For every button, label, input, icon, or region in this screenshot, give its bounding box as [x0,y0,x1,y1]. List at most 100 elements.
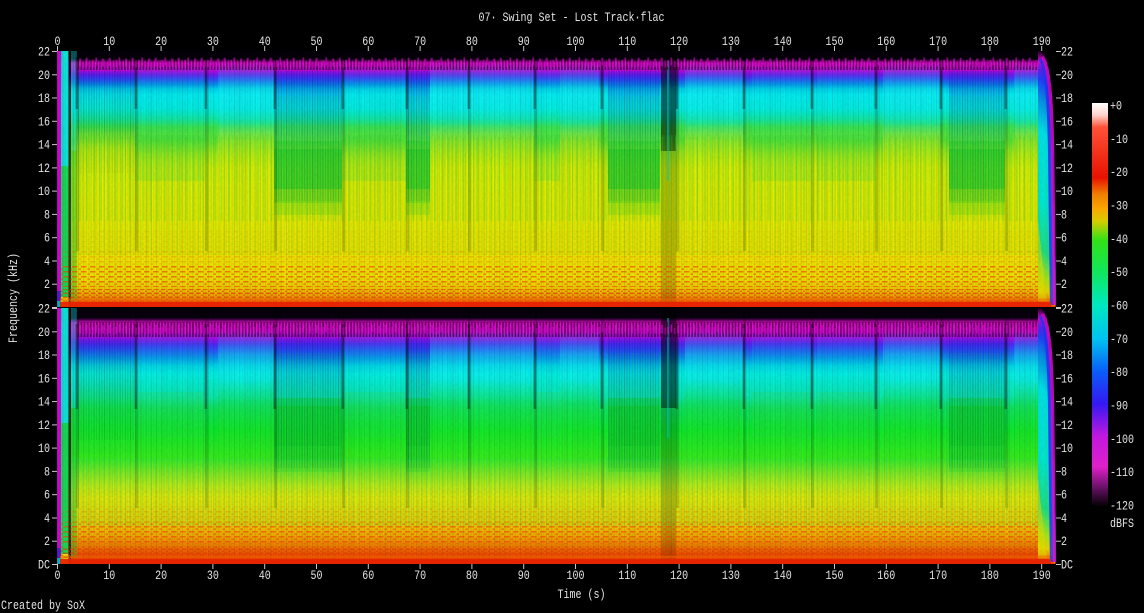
svg-text:16: 16 [38,114,50,129]
svg-text:DC: DC [38,558,50,573]
svg-text:150: 150 [826,34,844,49]
svg-text:14: 14 [38,138,50,153]
svg-text:16: 16 [38,371,50,386]
svg-text:4: 4 [44,511,50,526]
svg-text:130: 130 [722,34,740,49]
svg-text:140: 140 [774,34,792,49]
svg-text:14: 14 [1061,138,1073,153]
svg-text:-80: -80 [1110,365,1128,380]
svg-text:4: 4 [1061,254,1067,269]
svg-text:18: 18 [38,91,50,106]
svg-text:10: 10 [103,34,115,49]
svg-text:130: 130 [722,568,740,583]
svg-text:190: 190 [1033,34,1051,49]
svg-text:40: 40 [259,568,271,583]
svg-text:18: 18 [1061,91,1073,106]
svg-text:DC: DC [1061,558,1073,573]
svg-text:190: 190 [1033,568,1051,583]
svg-text:-70: -70 [1110,332,1128,347]
svg-text:110: 110 [618,568,636,583]
svg-text:100: 100 [567,568,585,583]
svg-text:2: 2 [1061,534,1067,549]
svg-text:20: 20 [38,68,50,83]
svg-text:+0: +0 [1110,99,1122,114]
svg-text:Time (s): Time (s) [558,587,606,602]
svg-text:70: 70 [414,568,426,583]
svg-text:Created by SoX: Created by SoX [1,598,85,613]
svg-text:120: 120 [670,568,688,583]
svg-text:10: 10 [1061,184,1073,199]
svg-text:-100: -100 [1110,432,1134,447]
svg-text:90: 90 [518,34,530,49]
svg-text:180: 180 [981,34,999,49]
svg-text:20: 20 [155,34,167,49]
svg-text:170: 170 [929,34,947,49]
svg-text:50: 50 [311,34,323,49]
svg-text:70: 70 [414,34,426,49]
svg-text:14: 14 [1061,395,1073,410]
svg-text:20: 20 [1061,325,1073,340]
svg-text:-90: -90 [1110,399,1128,414]
svg-text:16: 16 [1061,371,1073,386]
svg-text:2: 2 [1061,277,1067,292]
svg-text:6: 6 [1061,231,1067,246]
svg-text:22: 22 [1061,302,1073,317]
svg-text:100: 100 [567,34,585,49]
svg-text:4: 4 [44,254,50,269]
svg-text:2: 2 [44,534,50,549]
svg-text:-20: -20 [1110,165,1128,180]
svg-text:16: 16 [1061,114,1073,129]
svg-text:6: 6 [1061,488,1067,503]
svg-text:30: 30 [207,568,219,583]
svg-text:20: 20 [38,325,50,340]
svg-text:10: 10 [103,568,115,583]
svg-text:-50: -50 [1110,265,1128,280]
svg-text:-30: -30 [1110,199,1128,214]
svg-text:60: 60 [362,568,374,583]
svg-text:6: 6 [44,231,50,246]
svg-text:8: 8 [1061,207,1067,222]
svg-text:12: 12 [38,418,50,433]
svg-text:22: 22 [38,302,50,317]
svg-text:80: 80 [466,34,478,49]
svg-text:-40: -40 [1110,232,1128,247]
svg-text:50: 50 [311,568,323,583]
svg-text:22: 22 [38,45,50,60]
svg-text:30: 30 [207,34,219,49]
svg-text:80: 80 [466,568,478,583]
svg-text:110: 110 [618,34,636,49]
svg-text:10: 10 [38,441,50,456]
svg-text:4: 4 [1061,511,1067,526]
svg-text:180: 180 [981,568,999,583]
svg-text:22: 22 [1061,45,1073,60]
svg-text:-120: -120 [1110,499,1134,514]
svg-text:0: 0 [55,34,61,49]
svg-text:20: 20 [1061,68,1073,83]
svg-text:160: 160 [877,34,895,49]
svg-text:120: 120 [670,34,688,49]
svg-text:2: 2 [44,277,50,292]
svg-text:10: 10 [38,184,50,199]
svg-text:dBFS: dBFS [1110,516,1134,531]
svg-text:60: 60 [362,34,374,49]
svg-text:-110: -110 [1110,465,1134,480]
svg-text:18: 18 [38,348,50,363]
svg-text:90: 90 [518,568,530,583]
svg-text:12: 12 [38,161,50,176]
svg-text:6: 6 [44,488,50,503]
svg-text:8: 8 [44,464,50,479]
svg-text:18: 18 [1061,348,1073,363]
svg-text:07· Swing Set - Lost Track·fla: 07· Swing Set - Lost Track·flac [479,10,665,25]
svg-text:-60: -60 [1110,299,1128,314]
svg-text:170: 170 [929,568,947,583]
svg-text:160: 160 [877,568,895,583]
svg-text:14: 14 [38,395,50,410]
svg-text:20: 20 [155,568,167,583]
svg-text:8: 8 [1061,464,1067,479]
svg-text:12: 12 [1061,161,1073,176]
svg-text:0: 0 [55,568,61,583]
svg-text:140: 140 [774,568,792,583]
svg-text:8: 8 [44,207,50,222]
svg-text:12: 12 [1061,418,1073,433]
svg-text:40: 40 [259,34,271,49]
